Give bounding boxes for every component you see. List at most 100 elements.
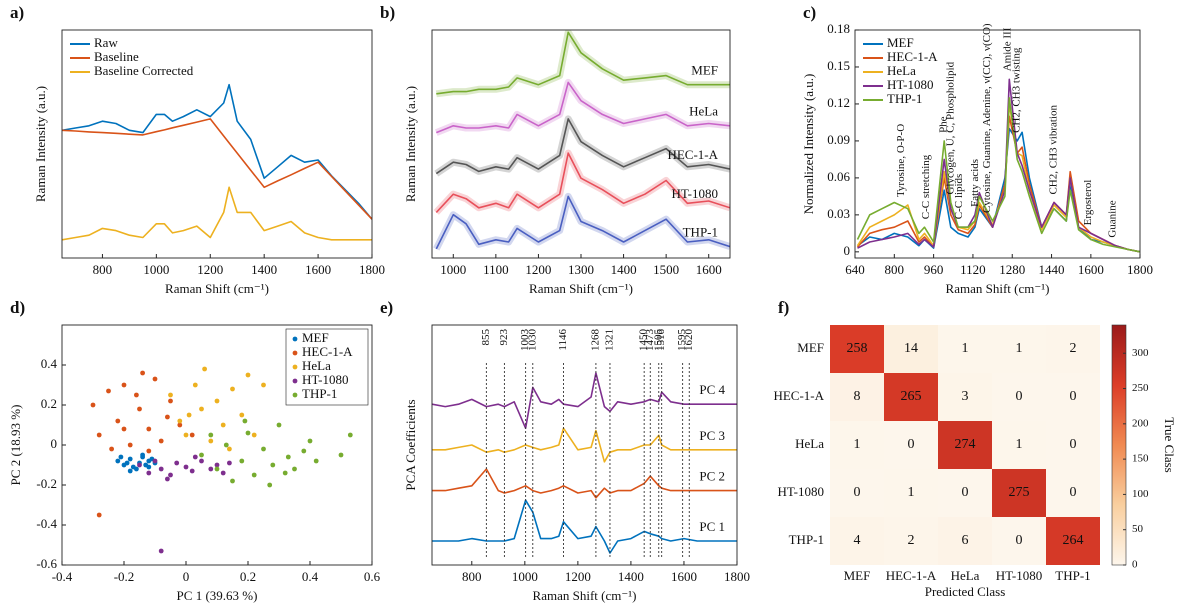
x-tick-label: 1000 bbox=[440, 262, 466, 277]
y-tick-label: 0.06 bbox=[827, 169, 850, 184]
heat-cell bbox=[992, 469, 1046, 517]
cell-label: 274 bbox=[955, 437, 976, 452]
peak-label: 1473 bbox=[644, 329, 656, 352]
scatter-point bbox=[347, 432, 353, 438]
x-tick-label: 1600 bbox=[696, 262, 722, 277]
legend-marker bbox=[292, 378, 298, 384]
annotation: Phe bbox=[938, 116, 950, 133]
series-label: MEF bbox=[691, 63, 718, 78]
panel-label: b) bbox=[380, 3, 395, 22]
peak-label: 855 bbox=[480, 329, 492, 346]
scatter-point bbox=[282, 470, 288, 476]
peak-label: 1003 bbox=[519, 329, 531, 352]
scatter-point bbox=[115, 418, 121, 424]
y-axis-label: PC 2 (18.93 %) bbox=[8, 405, 23, 486]
scatter-point bbox=[202, 366, 208, 372]
scatter-point bbox=[121, 426, 127, 432]
peak-label: 1321 bbox=[603, 329, 615, 351]
heat-cell bbox=[938, 469, 992, 517]
scatter-point bbox=[146, 470, 152, 476]
x-tick-label: 1280 bbox=[999, 262, 1025, 277]
series-line bbox=[435, 152, 730, 213]
heat-cell bbox=[830, 469, 884, 517]
plot-area bbox=[856, 78, 1140, 253]
scatter-point bbox=[214, 462, 220, 468]
cell-label: 264 bbox=[1063, 533, 1084, 548]
colorbar bbox=[1111, 324, 1127, 566]
colorbar-tick-label: 50 bbox=[1132, 523, 1144, 535]
scatter-point bbox=[168, 472, 173, 478]
x-tick-label: 1100 bbox=[483, 262, 509, 277]
scatter-point bbox=[267, 482, 273, 488]
cell-label: 275 bbox=[1009, 485, 1030, 500]
scatter-point bbox=[230, 478, 235, 484]
peak-label: 1505 bbox=[652, 329, 664, 352]
scatter-point bbox=[245, 372, 251, 378]
heat-cell bbox=[1046, 469, 1100, 517]
series-line bbox=[432, 372, 737, 429]
x-axis-label: Raman Shift (cm⁻¹) bbox=[529, 281, 633, 296]
scatter-point bbox=[189, 432, 195, 438]
y-axis-label: Normalized Intensity (a.u.) bbox=[801, 74, 816, 215]
peak-label: 1595 bbox=[676, 329, 688, 352]
series-label: HT-1080 bbox=[672, 186, 718, 201]
annotation: Guanine bbox=[1107, 200, 1119, 237]
y-tick-label: 0.15 bbox=[827, 58, 850, 73]
series-line bbox=[435, 195, 730, 250]
x-tick-label: 1500 bbox=[653, 262, 679, 277]
x-tick-label: 0.6 bbox=[364, 569, 381, 584]
x-tick-label: 1440 bbox=[1039, 262, 1065, 277]
scatter-point bbox=[261, 446, 266, 452]
heat-cell bbox=[1046, 517, 1100, 565]
peak-label: 1620 bbox=[683, 329, 695, 352]
series-line bbox=[62, 83, 372, 220]
scatter-point bbox=[338, 452, 344, 458]
y-tick-label: 0 bbox=[844, 243, 851, 258]
heat-cell bbox=[884, 469, 938, 517]
scatter-point bbox=[189, 468, 195, 474]
x-tick-label: 1600 bbox=[305, 262, 331, 277]
legend-label: Baseline Corrected bbox=[94, 63, 194, 78]
scatter-point bbox=[165, 414, 170, 420]
heat-cell bbox=[830, 373, 884, 421]
scatter-point bbox=[152, 458, 158, 464]
annotation: C-C stretching bbox=[920, 154, 932, 219]
series-label: PC 1 bbox=[699, 519, 725, 534]
y-axis-label: Raman Intensity (a.u.) bbox=[33, 86, 48, 202]
x-tick-label: 1400 bbox=[611, 262, 637, 277]
y-tick-label: HEC-1-A bbox=[773, 388, 824, 403]
cell-label: 265 bbox=[901, 389, 922, 404]
scatter-point bbox=[208, 438, 214, 444]
scatter-point bbox=[90, 402, 96, 408]
peak-label: 1268 bbox=[589, 329, 601, 352]
heat-cell bbox=[1046, 373, 1100, 421]
annotation: C-C lipids bbox=[953, 174, 965, 220]
x-tick-label: -0.4 bbox=[52, 569, 73, 584]
colorbar-tick-label: 100 bbox=[1132, 488, 1149, 500]
y-tick-label: -0.4 bbox=[36, 516, 57, 531]
scatter-point bbox=[208, 432, 214, 438]
legend-label: Raw bbox=[94, 35, 118, 50]
series-label: PC 2 bbox=[699, 469, 725, 484]
scatter-point bbox=[227, 460, 232, 466]
heat-cell bbox=[830, 517, 884, 565]
heat-cell bbox=[938, 517, 992, 565]
x-axis-label: Raman Shift (cm⁻¹) bbox=[946, 281, 1050, 296]
series-line bbox=[432, 499, 737, 554]
legend-label: MEF bbox=[302, 330, 329, 345]
cell-label: 1 bbox=[962, 341, 969, 356]
scatter-point bbox=[285, 454, 291, 460]
legend-label: HT-1080 bbox=[887, 77, 933, 92]
axes-frame bbox=[431, 29, 731, 259]
axes-frame bbox=[854, 29, 1141, 259]
scatter-point bbox=[220, 422, 226, 428]
peak-label: 923 bbox=[498, 329, 510, 346]
x-axis-label: PC 1 (39.63 %) bbox=[177, 588, 258, 603]
x-tick-label: HEC-1-A bbox=[886, 568, 937, 583]
scatter-point bbox=[134, 392, 139, 398]
heat-cell bbox=[938, 373, 992, 421]
cell-label: 1 bbox=[1016, 437, 1023, 452]
panel-label: f) bbox=[778, 298, 789, 317]
scatter-point bbox=[199, 458, 204, 464]
scatter-point bbox=[192, 382, 198, 388]
